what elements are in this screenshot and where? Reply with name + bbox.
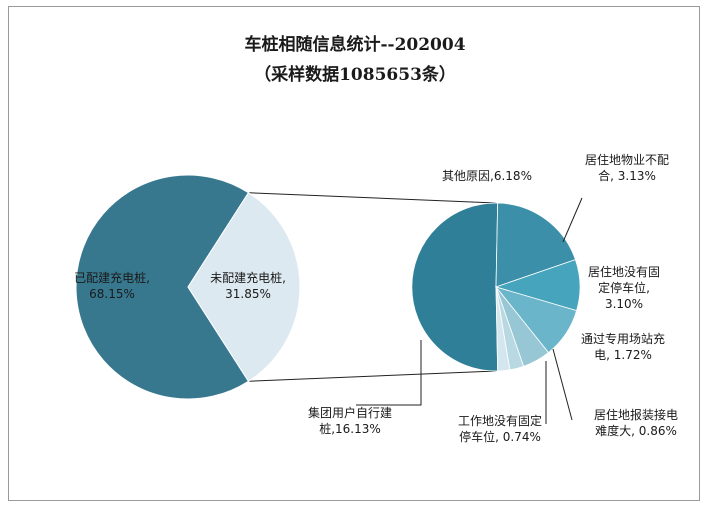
detail-label-居住地没有固定停车位: 居住地没有固定停车位, 3.10% bbox=[588, 264, 660, 311]
leader-line-居住地物业不配合 bbox=[562, 197, 583, 243]
chart-subtitle: （采样数据1085653条） bbox=[254, 65, 456, 85]
detail-pie-slice-1 bbox=[411, 202, 499, 372]
leader-line-居住地报装接电难度大 bbox=[552, 348, 573, 421]
detail-label-其他原因: 其他原因,6.18% bbox=[442, 169, 532, 183]
main-label-已配建充电桩: 已配建充电桩, 68.15% bbox=[74, 270, 150, 301]
main-pie-slice-1 bbox=[75, 174, 250, 400]
chart-title: 车桩相随信息统计--202004 bbox=[244, 35, 466, 55]
leader-line-集团用户自行建桩 bbox=[356, 340, 422, 406]
connector-line-top bbox=[248, 192, 497, 204]
detail-label-集团用户自行建桩: 集团用户自行建桩,16.13% bbox=[308, 405, 392, 436]
detail-label-工作地没有固定停车位: 工作地没有固定停车位, 0.74% bbox=[458, 413, 542, 444]
main-pie-slice-2 bbox=[187, 192, 301, 382]
detail-label-居住地报装接电难度大: 居住地报装接电难度大, 0.86% bbox=[594, 407, 678, 438]
detail-label-通过专用场站充电: 通过专用场站充电, 1.72% bbox=[581, 331, 665, 362]
detail-pie-slice-2 bbox=[495, 202, 576, 288]
detail-pie-slice-7 bbox=[495, 286, 511, 372]
connector-line-bottom bbox=[248, 370, 497, 382]
detail-label-居住地物业不配合: 居住地物业不配合, 3.13% bbox=[585, 153, 669, 183]
main-label-未配建充电桩: 未配建充电桩, 31.85% bbox=[210, 270, 286, 301]
